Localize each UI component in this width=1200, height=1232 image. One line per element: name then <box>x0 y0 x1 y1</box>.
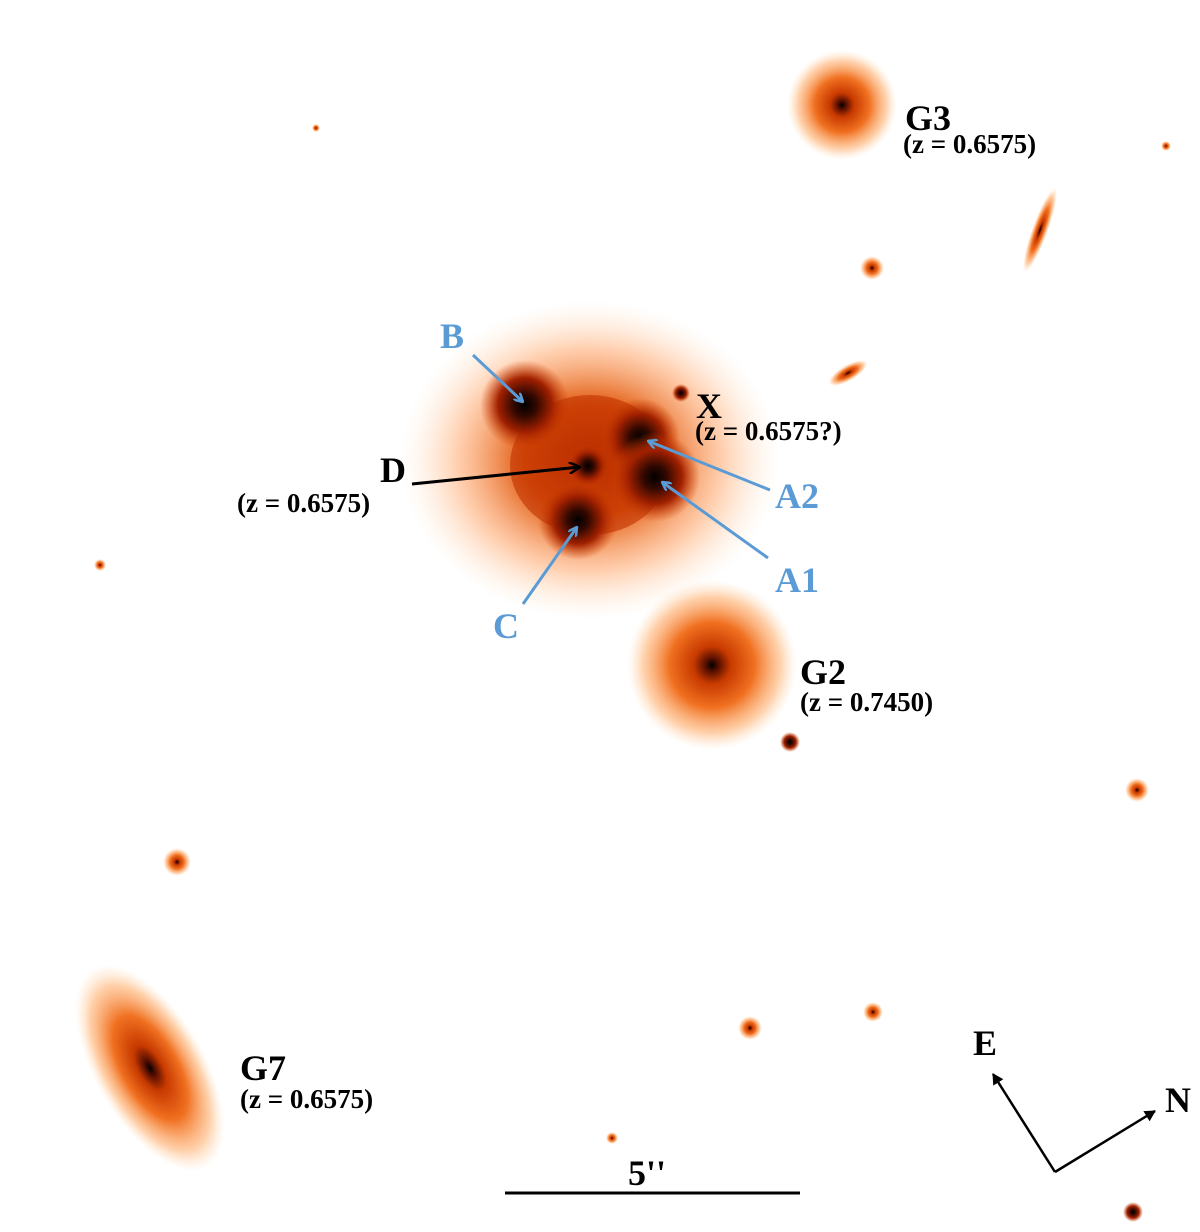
label-a2: A2 <box>775 476 819 516</box>
source <box>312 124 320 132</box>
source <box>94 559 106 571</box>
compass-east-label: E <box>973 1023 997 1063</box>
arrow-a1 <box>662 482 769 560</box>
label-a1: A1 <box>775 560 819 600</box>
redshift-d: (z = 0.6575) <box>237 488 370 518</box>
source <box>780 732 800 752</box>
source <box>1123 1202 1143 1222</box>
label-g7: G7 <box>240 1048 286 1088</box>
source <box>1125 778 1149 802</box>
object-x <box>672 384 690 402</box>
arrow-c <box>521 527 577 605</box>
galaxy-g7 <box>75 964 225 1172</box>
label-g3: G3 <box>905 98 951 138</box>
source <box>738 1016 762 1040</box>
arrow-a2 <box>648 441 771 492</box>
redshift-g3: (z = 0.6575) <box>903 129 1036 159</box>
arrow-b <box>471 353 523 402</box>
galaxy-edge-on <box>1022 187 1058 273</box>
source <box>1161 141 1171 151</box>
source <box>163 848 191 876</box>
lens-galaxy-d <box>566 444 610 488</box>
source <box>863 1002 883 1022</box>
source <box>860 256 884 280</box>
galaxy-g2 <box>627 580 797 750</box>
label-b: B <box>440 316 464 356</box>
galaxy-g3 <box>787 50 897 160</box>
redshift-x: (z = 0.6575?) <box>695 416 842 446</box>
label-g2: G2 <box>800 652 846 692</box>
scale-bar-label: 5'' <box>628 1153 666 1193</box>
quasar-image-c <box>538 480 618 560</box>
label-c: C <box>493 606 519 646</box>
label-x: X <box>696 386 722 426</box>
quasar-image-a1 <box>610 432 700 522</box>
label-d: D <box>380 450 406 490</box>
redshift-g2: (z = 0.7450) <box>800 687 933 717</box>
redshift-g7: (z = 0.6575) <box>240 1084 373 1114</box>
galaxy-small <box>828 360 868 386</box>
compass-east-arrow <box>991 1073 1057 1173</box>
compass-north-arrow <box>1054 1109 1156 1174</box>
source <box>606 1132 618 1144</box>
compass-north-label: N <box>1165 1080 1191 1120</box>
arrow-d <box>411 467 580 486</box>
